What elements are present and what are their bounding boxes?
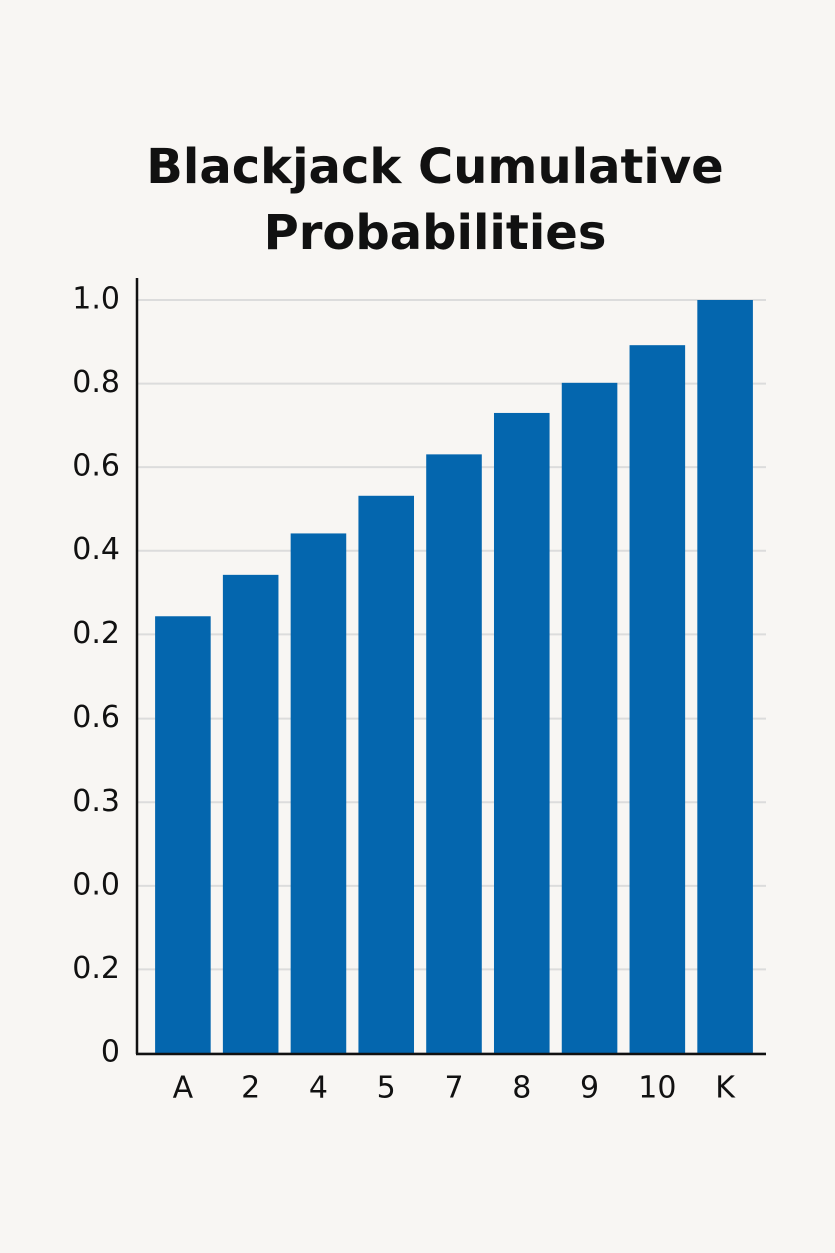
chart-title: Blackjack Cumulative Probabilities <box>146 139 724 261</box>
y-tick-label: 0.4 <box>72 532 120 567</box>
bar <box>222 574 279 1053</box>
bar <box>629 345 686 1053</box>
bar <box>155 616 211 1053</box>
x-tick-label: 5 <box>377 1071 396 1106</box>
y-tick-label: 0.3 <box>72 784 120 819</box>
bar <box>426 454 482 1053</box>
x-tick-label: 10 <box>638 1071 676 1106</box>
y-tick-label: 0.2 <box>72 951 120 986</box>
y-tick-label: 0 <box>101 1035 120 1070</box>
y-tick-label: 0.2 <box>72 616 120 651</box>
x-tick-label: 2 <box>241 1071 260 1106</box>
x-tick-label: 9 <box>580 1071 599 1106</box>
bar <box>290 533 347 1053</box>
x-tick-label: K <box>715 1071 736 1106</box>
bar <box>697 300 753 1053</box>
x-tick-label: 8 <box>512 1071 531 1106</box>
y-tick-label: 0.0 <box>72 867 120 902</box>
y-tick-label: 0.6 <box>72 700 120 735</box>
bar <box>358 495 415 1053</box>
y-tick-label: 1.0 <box>72 282 120 317</box>
x-tick-label: A <box>173 1071 194 1106</box>
y-tick-label: 0.8 <box>72 365 120 400</box>
x-tick-label: 7 <box>444 1071 463 1106</box>
bar <box>493 412 550 1053</box>
y-tick-label: 0.6 <box>72 449 120 484</box>
bar <box>561 382 618 1054</box>
x-tick-label: 4 <box>309 1071 328 1106</box>
